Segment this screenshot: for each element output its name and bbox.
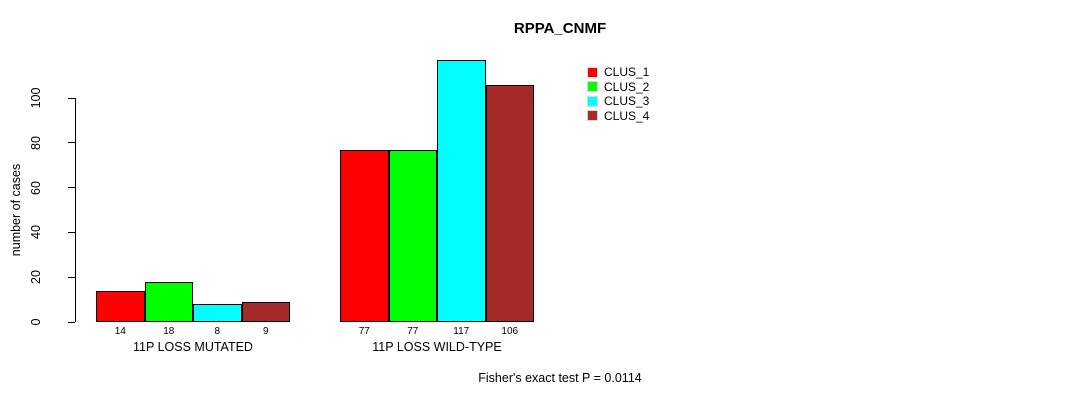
legend-label: CLUS_4 — [604, 108, 650, 123]
bar-clus-4-group2 — [485, 84, 534, 322]
legend-swatch-clus-2 — [587, 81, 598, 93]
y-axis-tick-label: 80 — [29, 135, 43, 150]
bar-value-label: 8 — [214, 326, 221, 337]
bar-clus-2-group1 — [144, 281, 193, 322]
bar-value-label: 106 — [501, 326, 519, 337]
legend-swatch-clus-3 — [587, 95, 598, 107]
bar-clus-4-group1 — [241, 301, 290, 322]
legend-swatch-clus-4 — [587, 110, 598, 122]
y-axis-tick — [68, 187, 75, 189]
category-label: 11P LOSS MUTATED — [133, 340, 253, 354]
legend-label: CLUS_2 — [604, 79, 650, 94]
bar-value-label: 9 — [262, 326, 269, 337]
y-axis-line — [75, 98, 76, 322]
bar-clus-1-group2 — [340, 149, 389, 322]
y-axis-tick — [68, 142, 75, 144]
y-axis-tick — [68, 276, 75, 278]
y-axis-tick-label: 0 — [29, 318, 43, 326]
bar-value-label: 117 — [453, 326, 470, 337]
legend-label: CLUS_3 — [604, 94, 650, 109]
y-axis-tick-label: 40 — [29, 225, 43, 240]
legend-row: CLUS_3 — [587, 94, 649, 109]
y-axis-tick-label: 100 — [29, 87, 43, 109]
legend-row: CLUS_4 — [587, 109, 649, 124]
legend-row: CLUS_2 — [587, 80, 649, 95]
y-axis-tick — [68, 97, 75, 99]
chart-title: RPPA_CNMF — [513, 20, 607, 37]
bar-clus-3-group1 — [193, 304, 242, 322]
y-axis-tick-label: 60 — [29, 180, 43, 195]
bar-value-label: 18 — [163, 326, 175, 337]
y-axis-tick-label: 20 — [29, 270, 43, 285]
legend-label: CLUS_1 — [604, 65, 650, 80]
legend: CLUS_1 CLUS_2 CLUS_3 CLUS_4 — [587, 65, 649, 123]
bar-clus-1-group1 — [96, 290, 145, 322]
bar-clus-2-group2 — [388, 149, 437, 322]
y-axis-tick — [68, 231, 75, 233]
y-axis-tick — [68, 321, 75, 323]
annotation-pvalue: Fisher's exact test P = 0.0114 — [478, 371, 642, 385]
legend-row: CLUS_1 — [587, 65, 649, 80]
y-axis-label: number of cases — [9, 163, 23, 257]
legend-swatch-clus-1 — [587, 66, 598, 78]
bar-value-label: 77 — [358, 326, 370, 337]
bar-clus-3-group2 — [437, 59, 486, 322]
bar-value-label: 77 — [407, 326, 419, 337]
category-label: 11P LOSS WILD-TYPE — [372, 340, 502, 354]
bar-value-label: 14 — [114, 326, 126, 337]
